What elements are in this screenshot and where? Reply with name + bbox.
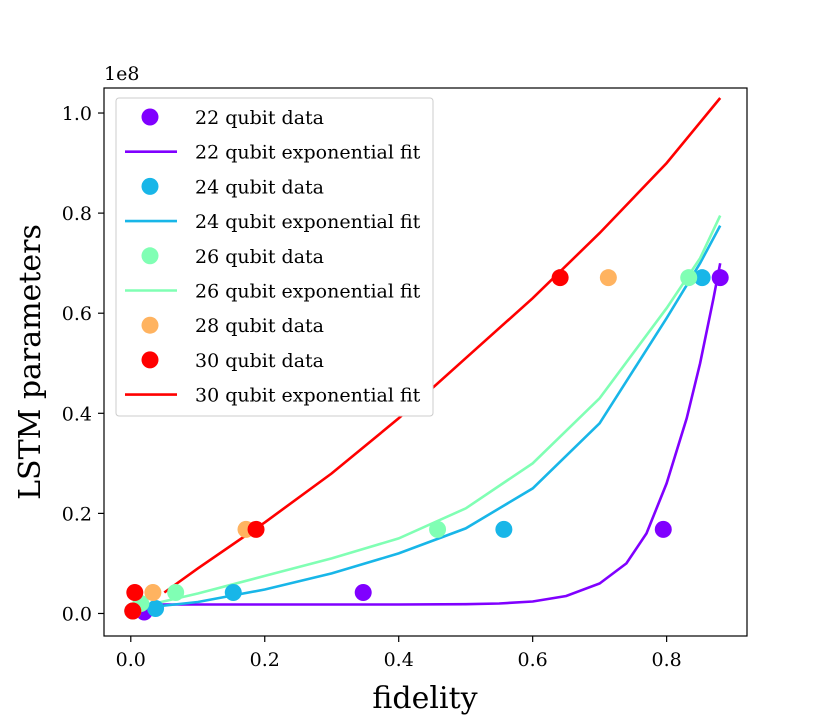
x-axis-ticks: 0.0 0.2 0.4 0.6 0.8 [116,636,682,671]
legend-label: 24 qubit data [195,176,324,198]
legend-marker [141,316,159,334]
data-point-24-qubit [224,583,242,601]
legend-marker [141,177,159,195]
data-point-22-qubit [354,583,372,601]
legend-marker [141,108,159,126]
y-axis-ticks: 0.0 0.2 0.4 0.6 0.8 1.0 [62,103,104,625]
data-point-26-qubit [429,520,447,538]
plot-content [124,97,729,621]
legend-label: 24 qubit exponential fit [195,211,421,233]
legend-label: 26 qubit data [195,246,324,268]
data-point-26-qubit [680,269,698,287]
x-tick-label: 0.0 [116,649,146,671]
data-point-24-qubit [495,520,513,538]
y-tick-label: 0.4 [62,403,92,425]
y-axis-label: LSTM parameters [13,224,48,500]
data-point-30-qubit [551,269,569,287]
data-point-30-qubit [124,602,142,620]
x-tick-label: 0.6 [518,649,548,671]
data-point-28-qubit [599,269,617,287]
data-point-24-qubit [147,599,165,617]
x-axis-label: fidelity [372,681,477,716]
y-tick-label: 0.2 [62,503,92,525]
data-point-24-qubit [693,269,711,287]
legend-label: 30 qubit data [195,350,324,372]
data-point-22-qubit [711,269,729,287]
x-tick-label: 0.8 [652,649,682,671]
legend-label: 26 qubit exponential fit [195,281,421,303]
legend-marker [141,247,159,265]
legend: 22 qubit data 22 qubit exponential fit 24 … [115,97,434,417]
data-point-30-qubit [126,583,144,601]
legend-label: 22 qubit exponential fit [195,142,421,164]
legend-label: 28 qubit data [195,315,324,337]
legend-label: 30 qubit exponential fit [195,385,421,407]
y-tick-label: 0.6 [62,303,92,325]
data-point-28-qubit [144,583,162,601]
fit-line-24-qubit [137,224,722,610]
x-tick-label: 0.4 [384,649,414,671]
y-tick-label: 0.0 [62,603,92,625]
legend-label: 22 qubit data [195,107,324,129]
data-point-22-qubit [654,520,672,538]
y-tick-label: 0.8 [62,203,92,225]
fit-line-22-qubit [144,262,722,606]
data-point-26-qubit [167,583,185,601]
data-point-30-qubit [247,520,265,538]
y-offset-text: 1e8 [104,63,139,85]
y-tick-label: 1.0 [62,103,92,125]
legend-marker [141,351,159,369]
x-tick-label: 0.2 [250,649,280,671]
fit-line-26-qubit [137,215,722,609]
legend-box [115,97,434,417]
